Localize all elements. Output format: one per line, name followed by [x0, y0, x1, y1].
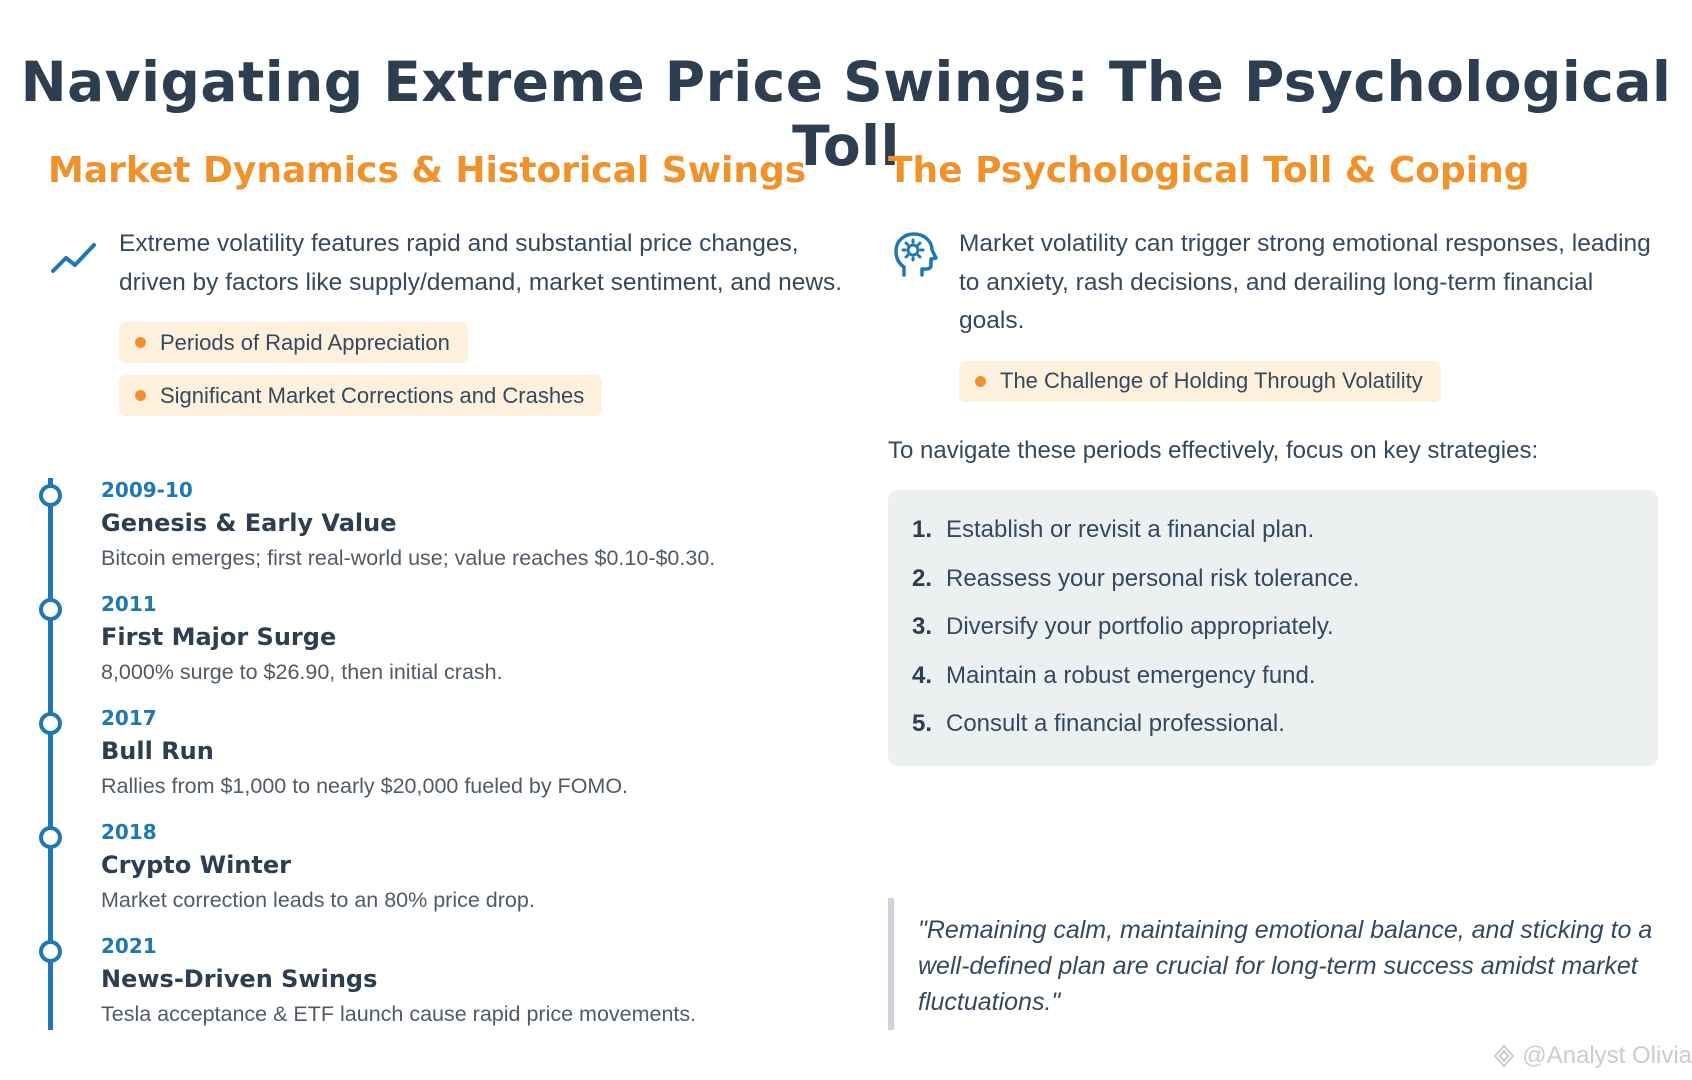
market-dynamics-heading: Market Dynamics & Historical Swings [48, 150, 807, 191]
quote-text: "Remaining calm, maintaining emotional b… [918, 916, 1653, 1016]
strategy-text: Diversify your portfolio appropriately. [946, 613, 1334, 640]
market-dynamics-intro: Extreme volatility features rapid and su… [48, 225, 848, 302]
closing-quote: "Remaining calm, maintaining emotional b… [888, 898, 1658, 1030]
bullet-dot [135, 337, 146, 348]
psychological-toll-heading: The Psychological Toll & Coping [888, 150, 1530, 191]
timeline-title: First Major Surge [101, 623, 337, 651]
watermark-logo-icon [1494, 1045, 1515, 1067]
tag-holding-volatility: The Challenge of Holding Through Volatil… [959, 360, 1441, 402]
bullet-dot [135, 390, 146, 401]
psychological-toll-intro: Market volatility can trigger strong emo… [888, 225, 1658, 341]
bullet-dot [975, 375, 986, 387]
timeline-desc: Tesla acceptance & ETF launch cause rapi… [101, 1002, 697, 1026]
timeline-desc: Market correction leads to an 80% price … [101, 888, 535, 912]
psychological-toll-intro-text: Market volatility can trigger strong emo… [959, 230, 1651, 334]
strategy-number: 4. [912, 661, 933, 689]
tag-rapid-appreciation: Periods of Rapid Appreciation [119, 322, 468, 363]
timeline-year: 2011 [101, 592, 157, 616]
trending-line-icon [51, 243, 96, 273]
timeline-marker [39, 712, 62, 735]
tag-label: The Challenge of Holding Through Volatil… [1000, 368, 1423, 393]
page-title: Navigating Extreme Price Swings: The Psy… [20, 50, 1672, 178]
strategy-item: 3. Diversify your portfolio appropriately… [912, 613, 1634, 662]
psychological-toll-section: The Psychological Toll & Coping Market v… [888, 150, 1658, 414]
timeline-marker [39, 826, 62, 849]
strategy-number: 3. [912, 613, 933, 640]
timeline-rail [48, 478, 53, 1030]
psychological-toll-tags: The Challenge of Holding Through Volatil… [888, 360, 1658, 414]
head-gear-icon [894, 232, 938, 277]
strategy-text: Consult a financial professional. [946, 710, 1285, 737]
strategy-number: 1. [912, 516, 933, 543]
timeline-year: 2021 [101, 934, 157, 958]
timeline-title: Crypto Winter [101, 851, 291, 879]
timeline-title: News-Driven Swings [101, 965, 378, 993]
timeline-marker [39, 940, 62, 963]
strategy-list: 1. Establish or revisit a financial plan.… [888, 490, 1658, 766]
timeline-desc: Bitcoin emerges; first real-world use; v… [101, 546, 716, 570]
timeline-desc: Rallies from $1,000 to nearly $20,000 fu… [101, 774, 629, 798]
timeline-title: Genesis & Early Value [101, 509, 397, 537]
strategy-item: 2. Reassess your personal risk tolerance. [912, 565, 1634, 614]
timeline-marker [39, 598, 62, 621]
market-dynamics-intro-text: Extreme volatility features rapid and su… [119, 230, 843, 296]
watermark-text: @Analyst Olivia [1522, 1042, 1692, 1069]
strategy-item: 1. Establish or revisit a financial plan. [912, 516, 1634, 565]
timeline-year: 2018 [101, 820, 157, 844]
strategy-text: Establish or revisit a financial plan. [946, 516, 1315, 543]
strategy-number: 5. [912, 710, 933, 737]
strategy-intro: To navigate these periods effectively, f… [888, 437, 1539, 464]
timeline-desc: 8,000% surge to $26.90, then initial cra… [101, 660, 503, 684]
tag-label: Significant Market Corrections and Crash… [160, 382, 585, 408]
market-dynamics-tags: Periods of Rapid Appreciation Significan… [48, 322, 848, 428]
timeline-year: 2017 [101, 706, 157, 730]
tag-label: Periods of Rapid Appreciation [160, 329, 450, 355]
watermark: @Analyst Olivia [1492, 1042, 1692, 1070]
strategy-item: 4. Maintain a robust emergency fund. [912, 662, 1634, 711]
timeline-title: Bull Run [101, 737, 214, 765]
strategy-text: Maintain a robust emergency fund. [946, 661, 1316, 689]
timeline-marker [39, 484, 62, 507]
strategy-number: 2. [912, 564, 933, 592]
market-dynamics-section: Market Dynamics & Historical Swings Extr… [48, 150, 848, 428]
strategy-text: Reassess your personal risk tolerance. [946, 564, 1360, 592]
strategy-item: 5. Consult a financial professional. [912, 710, 1634, 759]
timeline-year: 2009-10 [101, 478, 193, 502]
history-timeline: 2009-10 Genesis & Early Value Bitcoin em… [39, 478, 848, 1030]
tag-market-corrections: Significant Market Corrections and Crash… [119, 375, 603, 416]
